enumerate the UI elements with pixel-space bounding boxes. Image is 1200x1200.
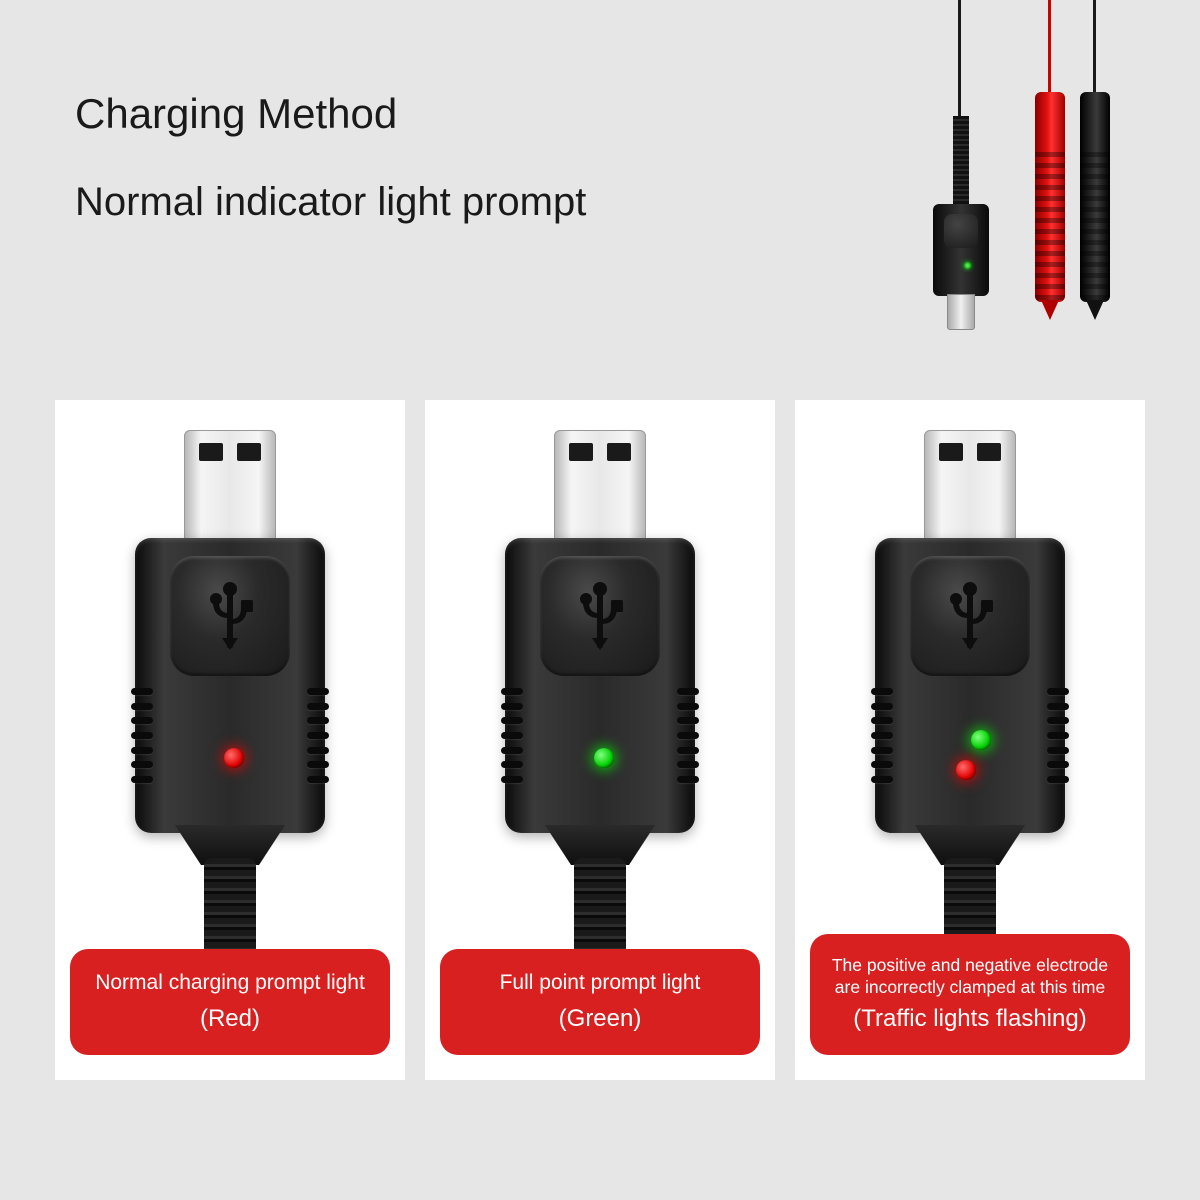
status-label: Full point prompt light (Green) xyxy=(440,949,760,1055)
usb-plug-metal xyxy=(184,430,276,545)
clip-wire-black xyxy=(1093,0,1096,95)
usb-wire xyxy=(958,0,961,130)
usb-adapter-body xyxy=(135,538,325,833)
alligator-clip-black xyxy=(1080,92,1110,302)
indicator-led-red xyxy=(956,760,976,780)
usb-plug-metal xyxy=(554,430,646,545)
alligator-clip-red xyxy=(1035,92,1065,302)
status-label-description: Normal charging prompt light xyxy=(80,969,380,997)
indicator-card-0: Normal charging prompt light (Red) xyxy=(55,400,405,1080)
indicator-led-red xyxy=(224,748,244,768)
usb-adapter-body xyxy=(505,538,695,833)
indicator-card-1: Full point prompt light (Green) xyxy=(425,400,775,1080)
status-label: Normal charging prompt light (Red) xyxy=(70,949,390,1055)
product-overview-illustration xyxy=(920,0,1140,340)
usb-trident-icon xyxy=(935,578,1005,658)
indicator-led-green xyxy=(594,748,614,768)
usb-trident-icon xyxy=(195,578,265,658)
usb-plug-metal xyxy=(924,430,1016,545)
usb-adapter-body xyxy=(875,538,1065,833)
usb-adapter-mini xyxy=(930,120,992,330)
status-label-color: (Red) xyxy=(80,1005,380,1033)
indicator-card-2: The positive and negative electrode are … xyxy=(795,400,1145,1080)
indicator-led-green xyxy=(971,730,991,750)
status-label-color: (Green) xyxy=(450,1005,750,1033)
clip-wire-red xyxy=(1048,0,1051,95)
usb-trident-icon xyxy=(565,578,635,658)
status-label-color: (Traffic lights flashing) xyxy=(820,1005,1120,1033)
status-label: The positive and negative electrode are … xyxy=(810,934,1130,1056)
status-label-description: The positive and negative electrode are … xyxy=(820,954,1120,1000)
status-label-description: Full point prompt light xyxy=(450,969,750,997)
indicator-cards-row: Normal charging prompt light (Red) Full p… xyxy=(55,400,1145,1080)
